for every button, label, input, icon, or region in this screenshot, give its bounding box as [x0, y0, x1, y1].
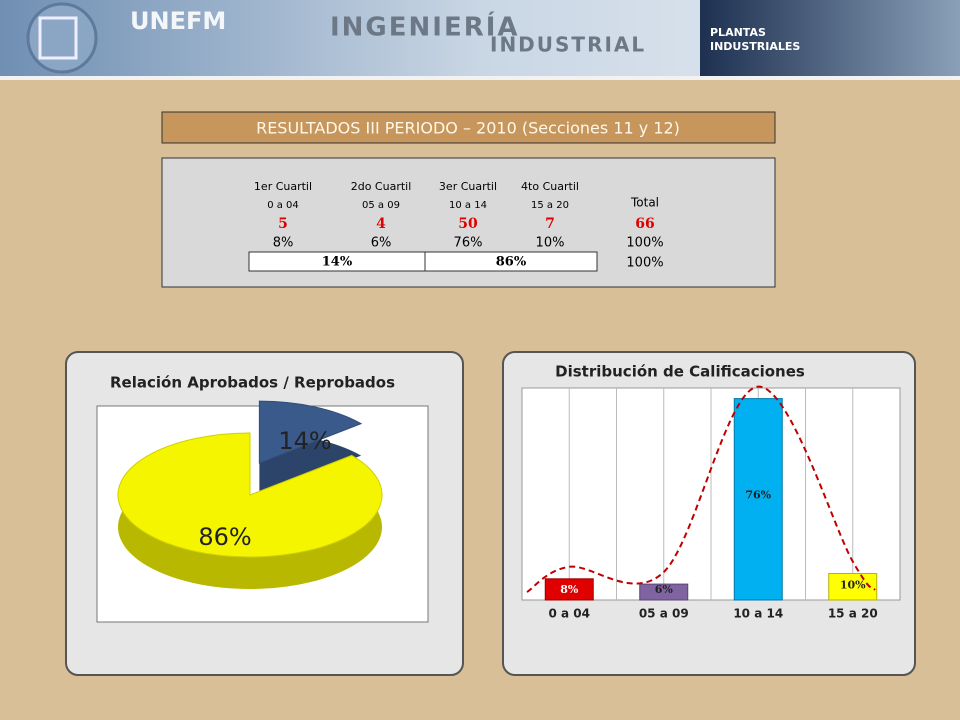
column-name: 1er Cuartil — [254, 180, 312, 193]
pie-title: Relación Aprobados / Reprobados — [110, 374, 395, 392]
table-title-box — [161, 111, 776, 144]
bar — [733, 398, 783, 601]
pie-slice — [117, 432, 383, 558]
column-range: 05 a 09 — [362, 200, 400, 211]
percent: 6% — [371, 236, 392, 251]
percent: 10% — [536, 236, 565, 251]
count: 4 — [376, 216, 386, 232]
x-tick-label: 05 a 09 — [639, 607, 689, 621]
total-count: 66 — [635, 216, 654, 232]
pie-slice — [258, 400, 363, 464]
x-tick-label: 0 a 04 — [548, 607, 590, 621]
count: 50 — [458, 216, 478, 232]
bar — [544, 578, 594, 601]
column-range: 0 a 04 — [267, 200, 299, 211]
total-header: Total — [630, 196, 659, 210]
header-title-2: INDUSTRIAL — [490, 33, 646, 57]
bar-label: 8% — [560, 583, 579, 596]
percent: 8% — [273, 236, 294, 251]
x-tick-label: 15 a 20 — [828, 607, 878, 621]
x-tick-label: 10 a 14 — [733, 607, 783, 621]
group-cell — [424, 251, 598, 272]
trend-curve — [526, 385, 876, 593]
column-name: 2do Cuartil — [351, 180, 412, 193]
bar-title: Distribución de Calificaciones — [555, 363, 805, 381]
logo-text: UNEFM — [130, 7, 226, 35]
group-percent: 14% — [322, 255, 353, 270]
count: 7 — [545, 216, 555, 232]
badge-text-2: INDUSTRIALES — [710, 40, 800, 53]
pie-label: 86% — [198, 523, 251, 551]
badge-text-1: PLANTAS — [710, 26, 766, 39]
groups-total: 100% — [626, 256, 663, 271]
count: 5 — [278, 216, 288, 232]
bar-label: 10% — [840, 579, 866, 592]
column-name: 4to Cuartil — [521, 180, 579, 193]
table-title: RESULTADOS III PERIODO – 2010 (Secciones… — [256, 119, 680, 138]
logo-icon — [38, 16, 78, 60]
bar — [639, 583, 689, 601]
total-percent: 100% — [626, 236, 663, 251]
column-range: 15 a 20 — [531, 200, 569, 211]
header-title-1: INGENIERÍA — [330, 11, 520, 43]
header-rule — [0, 76, 960, 80]
column-range: 10 a 14 — [449, 200, 487, 211]
bar-label: 6% — [655, 583, 674, 596]
pie-label: 14% — [278, 427, 331, 455]
header-photo — [700, 0, 960, 76]
bar-label: 76% — [745, 489, 771, 502]
percent: 76% — [454, 236, 483, 251]
column-name: 3er Cuartil — [439, 180, 497, 193]
logo-gear — [26, 2, 98, 74]
group-percent: 86% — [496, 255, 527, 270]
